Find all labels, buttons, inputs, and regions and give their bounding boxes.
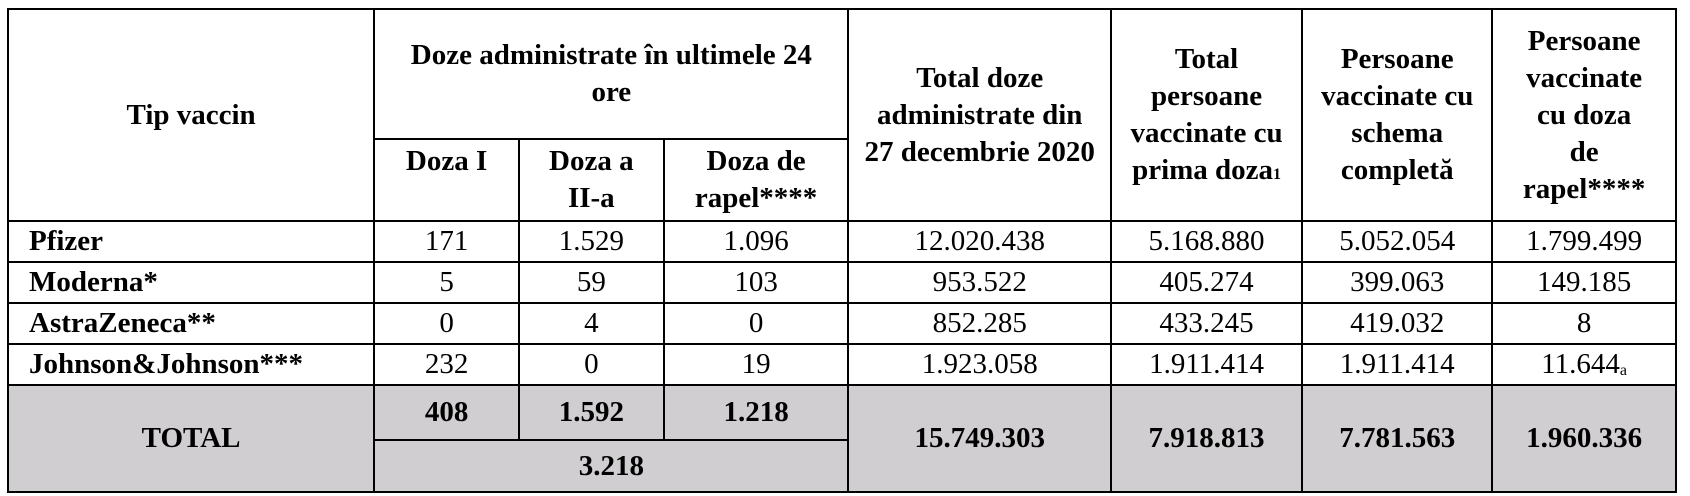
cell-rapel: 8: [1491, 302, 1677, 345]
subheader-doza-2-line2: II-a: [567, 182, 615, 214]
total-doza-1: 408: [373, 384, 520, 441]
header-doze-24h: Doze administrate în ultimele 24 ore: [373, 8, 850, 140]
vaccination-table-container: Tip vaccin Doze administrate în ultimele…: [6, 8, 1677, 493]
vaccine-name: AstraZeneca**: [6, 302, 376, 345]
total-rapel: 1.960.336: [1491, 384, 1677, 493]
header-schema-completa-text: Persoane vaccinate cu schema completă: [1321, 43, 1474, 186]
cell-doza-rapel: 19: [662, 343, 850, 386]
cell-doza-rapel: 103: [662, 261, 850, 304]
total-label: TOTAL: [6, 384, 376, 493]
cell-doza-rapel: 1.096: [662, 220, 850, 263]
cell-doza-2: 59: [517, 261, 665, 304]
table-row-johnson: Johnson&Johnson*** 232 0 19 1.923.058 1.…: [6, 343, 1677, 386]
header-total-doze: Total doze administrate din 27 decembrie…: [847, 8, 1112, 222]
vaccine-name: Pfizer: [6, 220, 376, 263]
total-schema-completa: 7.781.563: [1301, 384, 1494, 493]
header-schema-completa: Persoane vaccinate cu schema completă: [1301, 8, 1494, 222]
vaccine-name: Johnson&Johnson***: [6, 343, 376, 386]
footnote-a-marker: a: [1619, 362, 1628, 379]
subheader-doza-1-text: Doza I: [405, 145, 488, 177]
cell-rapel-value: 1.799.499: [1526, 225, 1643, 257]
table-row-astrazeneca: AstraZeneca** 0 4 0 852.285 433.245 419.…: [6, 302, 1677, 345]
cell-doza-2: 0: [517, 343, 665, 386]
header-doza-rapel-line: Persoane: [1527, 24, 1641, 57]
subheader-doza-rapel-line2: rapel****: [694, 182, 818, 214]
cell-schema-completa: 1.911.414: [1301, 343, 1494, 386]
total-prima-doza: 7.918.813: [1109, 384, 1304, 493]
header-doza-rapel-line: de: [1569, 135, 1599, 168]
total-row: TOTAL 408 1.592 1.218 15.749.303 7.918.8…: [6, 384, 1677, 493]
subheader-doza-2: Doza a II-a: [517, 138, 665, 222]
total-24h-sum: 3.218: [373, 439, 850, 493]
cell-prima-doza: 5.168.880: [1109, 220, 1304, 263]
cell-total-doze: 12.020.438: [847, 220, 1112, 263]
total-sum-row: 3.218: [8, 439, 1676, 493]
cell-doza-2: 4: [517, 302, 665, 345]
footnote-1-marker: 1: [1273, 166, 1282, 183]
cell-rapel: 1.799.499: [1491, 220, 1677, 263]
cell-rapel: 11.644a: [1491, 343, 1677, 386]
cell-doza-1: 0: [373, 302, 520, 345]
cell-schema-completa: 419.032: [1301, 302, 1494, 345]
subheader-doza-2-line1: Doza a: [549, 145, 634, 177]
total-doza-2: 1.592: [517, 384, 665, 441]
header-doza-rapel-line: vaccinate: [1526, 61, 1643, 94]
cell-rapel-value: 11.644: [1541, 348, 1620, 380]
header-total-persoane-text: Total persoane vaccinate cu prima doza: [1130, 43, 1283, 186]
table-row-pfizer: Pfizer 171 1.529 1.096 12.020.438 5.168.…: [6, 220, 1677, 263]
header-tip-vaccin: Tip vaccin: [6, 8, 376, 222]
cell-doza-rapel: 0: [662, 302, 850, 345]
cell-doza-1: 5: [373, 261, 520, 304]
cell-total-doze: 1.923.058: [847, 343, 1112, 386]
cell-rapel-value: 149.185: [1537, 266, 1632, 298]
header-doza-rapel: Persoane vaccinate cu doza de rapel****: [1491, 8, 1677, 222]
table-row-moderna: Moderna* 5 59 103 953.522 405.274 399.06…: [6, 261, 1677, 304]
cell-prima-doza: 433.245: [1109, 302, 1304, 345]
cell-prima-doza: 405.274: [1109, 261, 1304, 304]
header-total-doze-text: Total doze administrate din 27 decembrie…: [864, 61, 1095, 168]
cell-total-doze: 852.285: [847, 302, 1112, 345]
vaccine-name: Moderna*: [6, 261, 376, 304]
cell-schema-completa: 5.052.054: [1301, 220, 1494, 263]
cell-schema-completa: 399.063: [1301, 261, 1494, 304]
cell-doza-2: 1.529: [517, 220, 665, 263]
total-doze-administrate: 15.749.303: [847, 384, 1112, 493]
header-doza-rapel-line: cu doza: [1537, 98, 1632, 131]
header-doze-24h-text: Doze administrate în ultimele 24 ore: [410, 39, 812, 108]
subheader-doza-rapel-line1: Doza de: [706, 145, 806, 177]
cell-total-doze: 953.522: [847, 261, 1112, 304]
cell-doza-1: 171: [373, 220, 520, 263]
cell-rapel: 149.185: [1491, 261, 1677, 304]
cell-doza-1: 232: [373, 343, 520, 386]
total-doza-rapel: 1.218: [662, 384, 850, 441]
cell-prima-doza: 1.911.414: [1109, 343, 1304, 386]
header-doza-rapel-line: rapel****: [1522, 172, 1646, 205]
subheader-doza-rapel: Doza de rapel****: [662, 138, 850, 222]
cell-rapel-value: 8: [1576, 307, 1592, 339]
header-total-persoane: Total persoane vaccinate cu prima doza1: [1109, 8, 1304, 222]
vaccination-table: Tip vaccin Doze administrate în ultimele…: [6, 8, 1677, 493]
subheader-doza-1: Doza I: [373, 138, 520, 222]
